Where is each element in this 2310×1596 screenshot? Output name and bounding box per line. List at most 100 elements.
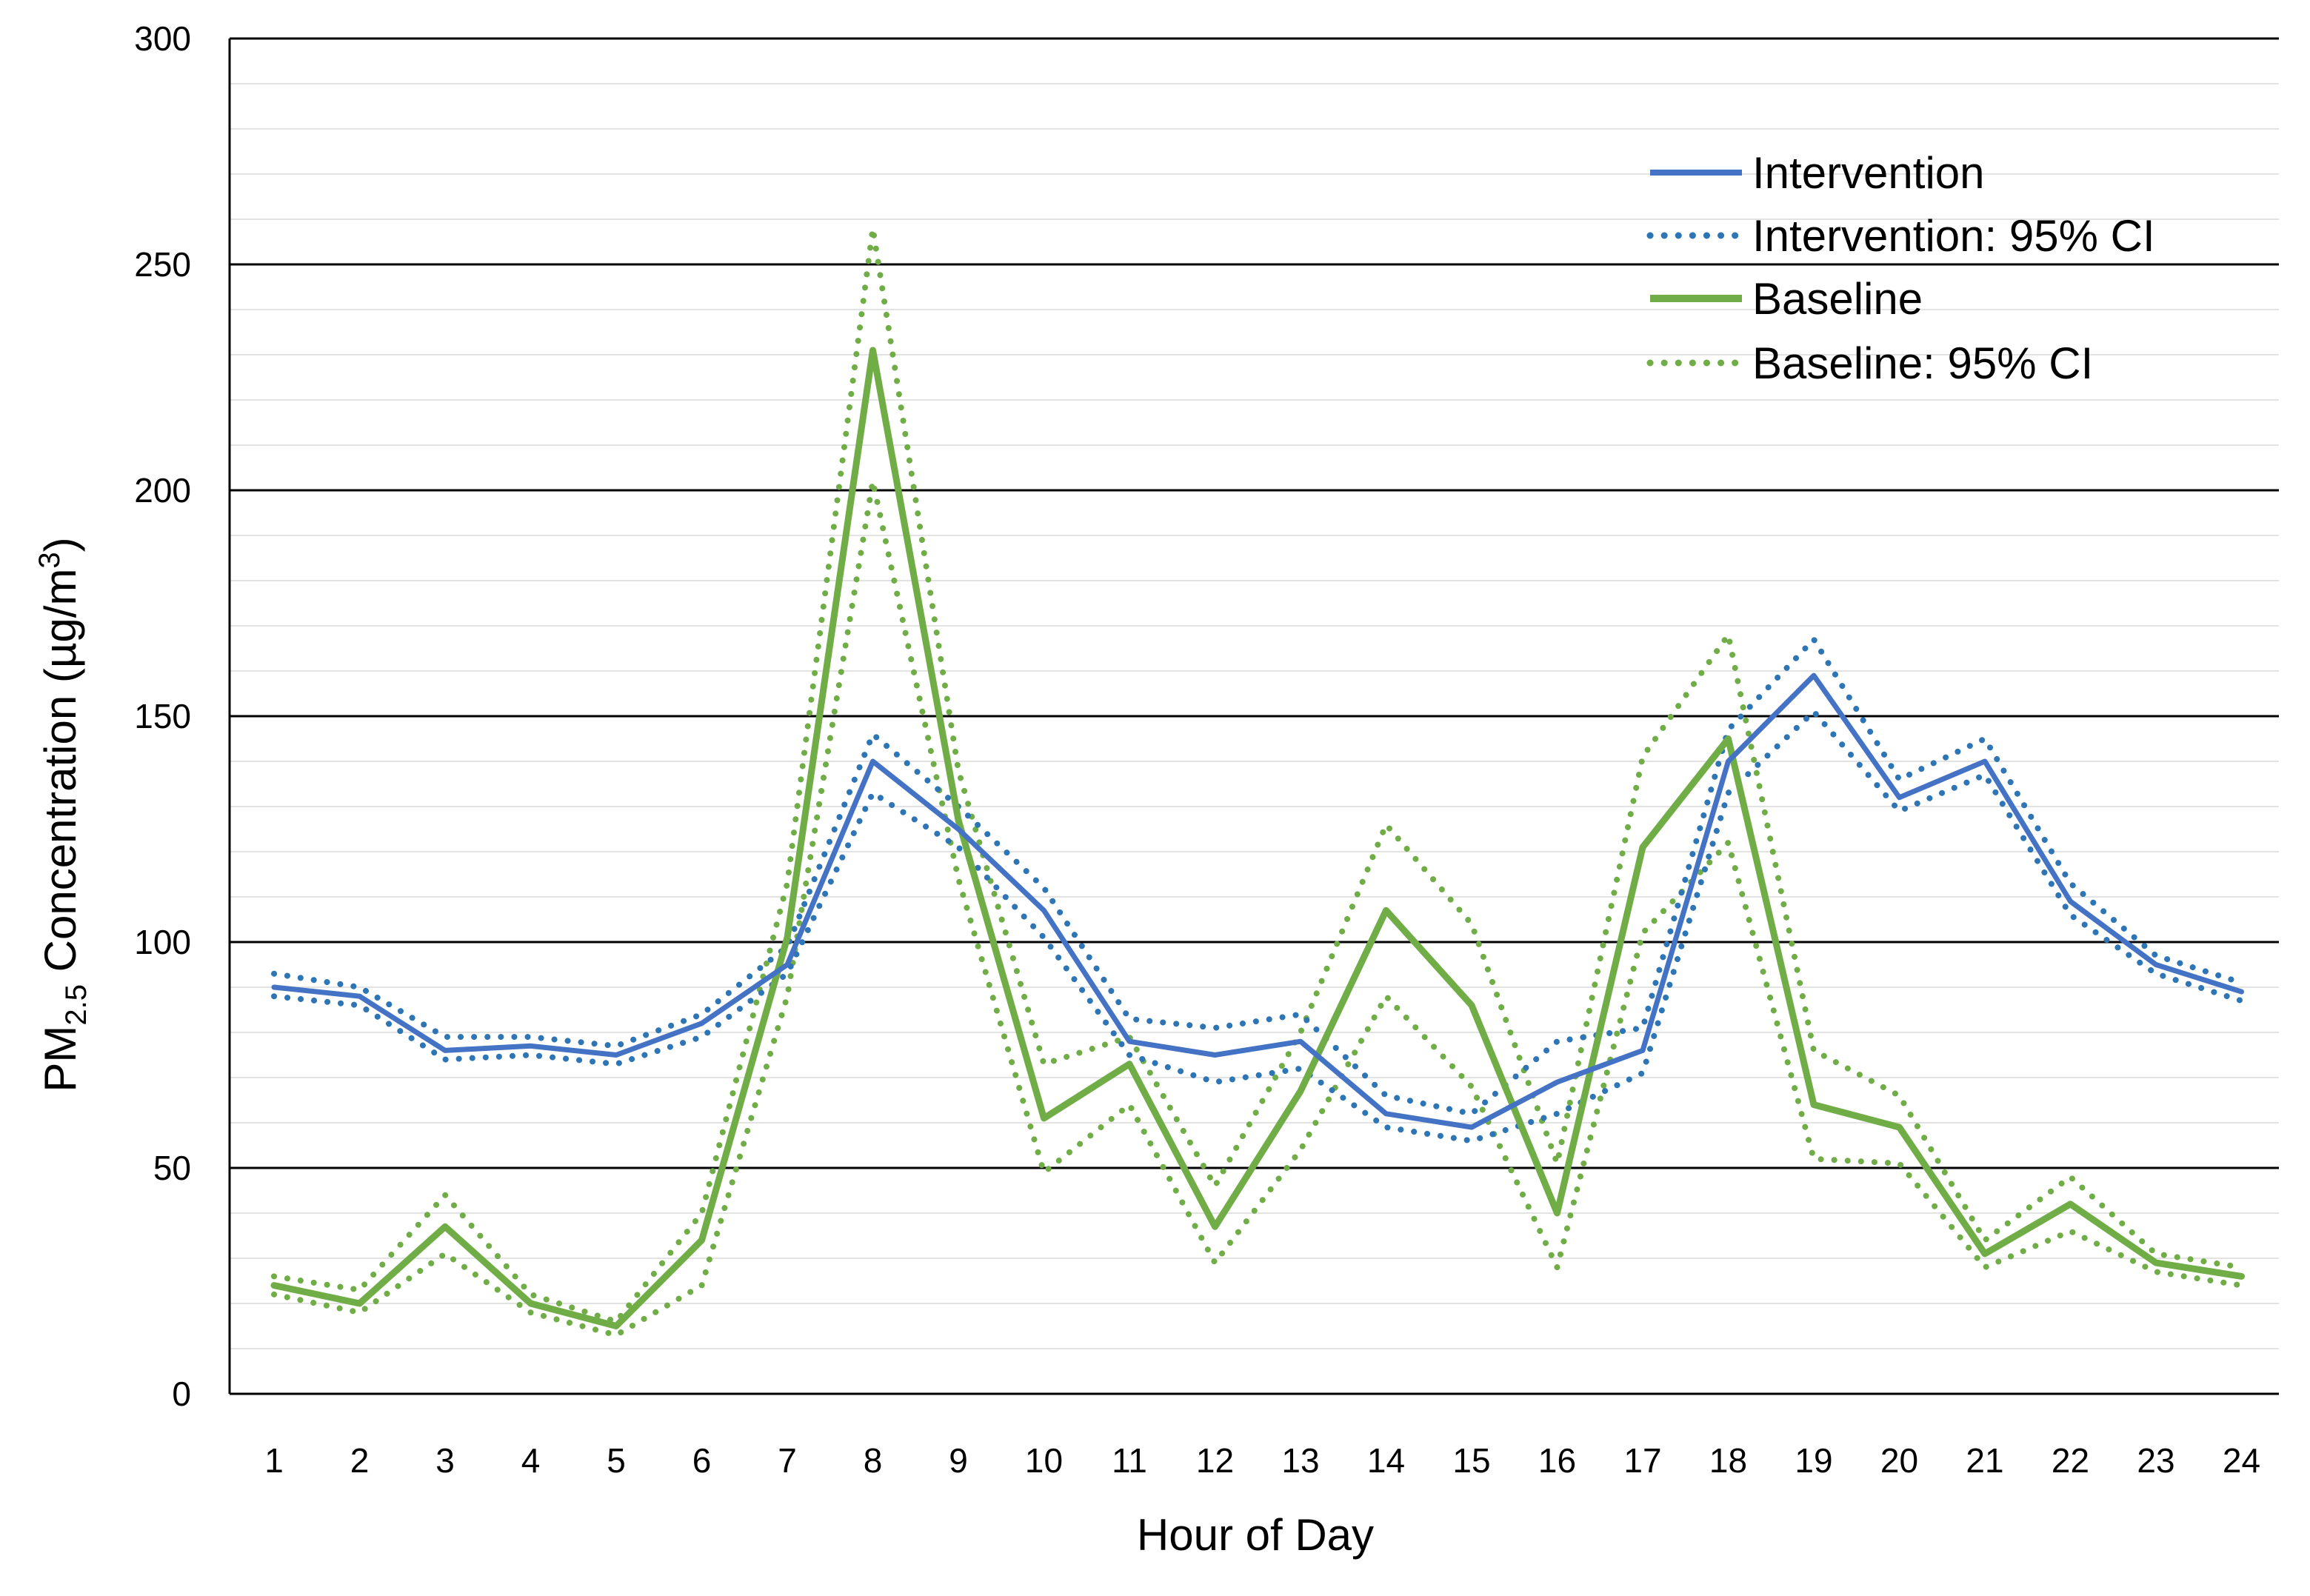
baseline-point [530, 1303, 532, 1304]
intervention-point [1215, 1055, 1216, 1056]
x-tick-label: 10 [1025, 1441, 1063, 1480]
baseline-point [701, 1240, 703, 1241]
intervention-point [1386, 1113, 1387, 1115]
y-tick-label: 50 [153, 1149, 191, 1187]
legend-label-baseline: Baseline [1752, 274, 1923, 324]
x-tick-label: 3 [435, 1441, 455, 1480]
intervention-point [444, 1049, 446, 1051]
baseline-point [1899, 1126, 1900, 1128]
intervention-point [2070, 901, 2072, 902]
x-axis-title: Hour of Day [1137, 1510, 1374, 1560]
x-tick-label: 4 [521, 1441, 541, 1480]
x-tick-label: 7 [778, 1441, 797, 1480]
x-tick-label: 9 [949, 1441, 968, 1480]
intervention-point [1300, 1041, 1301, 1042]
baseline-point [1984, 1253, 1986, 1255]
x-tick-label: 22 [2052, 1441, 2089, 1480]
x-tick-label: 2 [350, 1441, 370, 1480]
x-tick-label: 17 [1623, 1441, 1661, 1480]
intervention-line [271, 672, 2244, 1130]
y-tick-label: 200 [134, 471, 191, 510]
baseline-point [1728, 738, 1729, 740]
baseline-point [2070, 1203, 2072, 1205]
intervention-point [958, 829, 959, 830]
y-tick-labels: 0 50 100 150 200 250 300 [134, 19, 191, 1413]
baseline-point [2241, 1275, 2243, 1277]
intervention-point [1471, 1126, 1472, 1128]
intervention-point [530, 1045, 532, 1046]
x-tick-label: 5 [607, 1441, 626, 1480]
baseline-point [958, 819, 959, 821]
intervention-point [615, 1055, 617, 1056]
legend-label-intervention: Intervention [1752, 148, 1985, 198]
baseline-point [444, 1226, 446, 1227]
x-tick-label: 13 [1281, 1441, 1319, 1480]
intervention-point [2241, 991, 2243, 992]
intervention-ci-upper-line [271, 636, 2245, 1117]
x-tick-label: 18 [1709, 1441, 1747, 1480]
intervention-point [1044, 909, 1045, 911]
intervention-point [1557, 1081, 1558, 1083]
y-axis-title-prefix: PM [36, 1026, 85, 1092]
baseline-point [273, 1285, 275, 1286]
x-tick-label: 24 [2223, 1441, 2260, 1480]
y-tick-label: 100 [134, 923, 191, 961]
y-axis-title-superscript: 3 [33, 552, 66, 568]
x-tick-label: 8 [864, 1441, 883, 1480]
x-tick-label: 21 [1966, 1441, 2003, 1480]
baseline-point [1642, 847, 1643, 848]
intervention-point [2155, 964, 2157, 966]
y-axis-title-subscript: 2.5 [60, 984, 93, 1026]
y-axis-title: PM2.5 Concentration (µg/m3) [33, 537, 93, 1092]
x-tick-label: 20 [1880, 1441, 1918, 1480]
series-layer [270, 225, 2245, 1338]
baseline-point [787, 937, 788, 938]
intervention-point [1728, 761, 1729, 762]
intervention-point [1129, 1041, 1130, 1042]
x-tick-label: 6 [692, 1441, 712, 1480]
baseline-point [1386, 909, 1387, 911]
y-tick-label: 300 [134, 19, 191, 58]
minor-gridlines [230, 83, 2279, 1349]
x-tick-label: 12 [1196, 1441, 1234, 1480]
legend: Intervention Intervention: 95% CI Baseli… [1646, 148, 2155, 388]
intervention-point [359, 995, 361, 997]
baseline-point [1300, 1090, 1301, 1092]
baseline-point [359, 1303, 361, 1304]
x-tick-label: 11 [1112, 1441, 1147, 1480]
y-axis-title-suffix: ) [36, 537, 85, 552]
baseline-point [872, 350, 874, 351]
baseline-point [1813, 1104, 1815, 1106]
baseline-point [2155, 1262, 2157, 1263]
baseline-point [1044, 1118, 1045, 1119]
intervention-point [1813, 675, 1815, 676]
x-tick-label: 14 [1367, 1441, 1405, 1480]
baseline-point [1471, 1004, 1472, 1006]
x-tick-label: 15 [1452, 1441, 1490, 1480]
baseline-point [1557, 1212, 1558, 1214]
y-tick-label: 0 [172, 1375, 191, 1413]
intervention-ci-lower-line [271, 708, 2245, 1144]
intervention-point [1899, 797, 1900, 798]
intervention-point [787, 964, 788, 966]
x-tick-label: 19 [1795, 1441, 1832, 1480]
intervention-point [1984, 761, 1986, 762]
intervention-point [872, 761, 874, 762]
intervention-point [1642, 1049, 1643, 1051]
x-tick-label: 16 [1538, 1441, 1576, 1480]
baseline-line [270, 347, 2245, 1329]
baseline-point [615, 1326, 617, 1327]
baseline-point [1129, 1064, 1130, 1065]
baseline-point [1215, 1226, 1216, 1227]
y-tick-label: 150 [134, 697, 191, 735]
legend-label-baseline-ci: Baseline: 95% CI [1752, 338, 2093, 388]
x-tick-labels: 1 2 3 4 5 6 7 8 9 10 11 12 13 14 15 16 17 18 19 20 21 22 23 24 [264, 1441, 2260, 1480]
intervention-point [701, 1023, 703, 1024]
y-tick-label: 250 [134, 245, 191, 284]
x-tick-label: 23 [2137, 1441, 2174, 1480]
x-tick-label: 1 [264, 1441, 284, 1480]
legend-label-intervention-ci: Intervention: 95% CI [1752, 211, 2155, 261]
intervention-point [273, 986, 275, 988]
